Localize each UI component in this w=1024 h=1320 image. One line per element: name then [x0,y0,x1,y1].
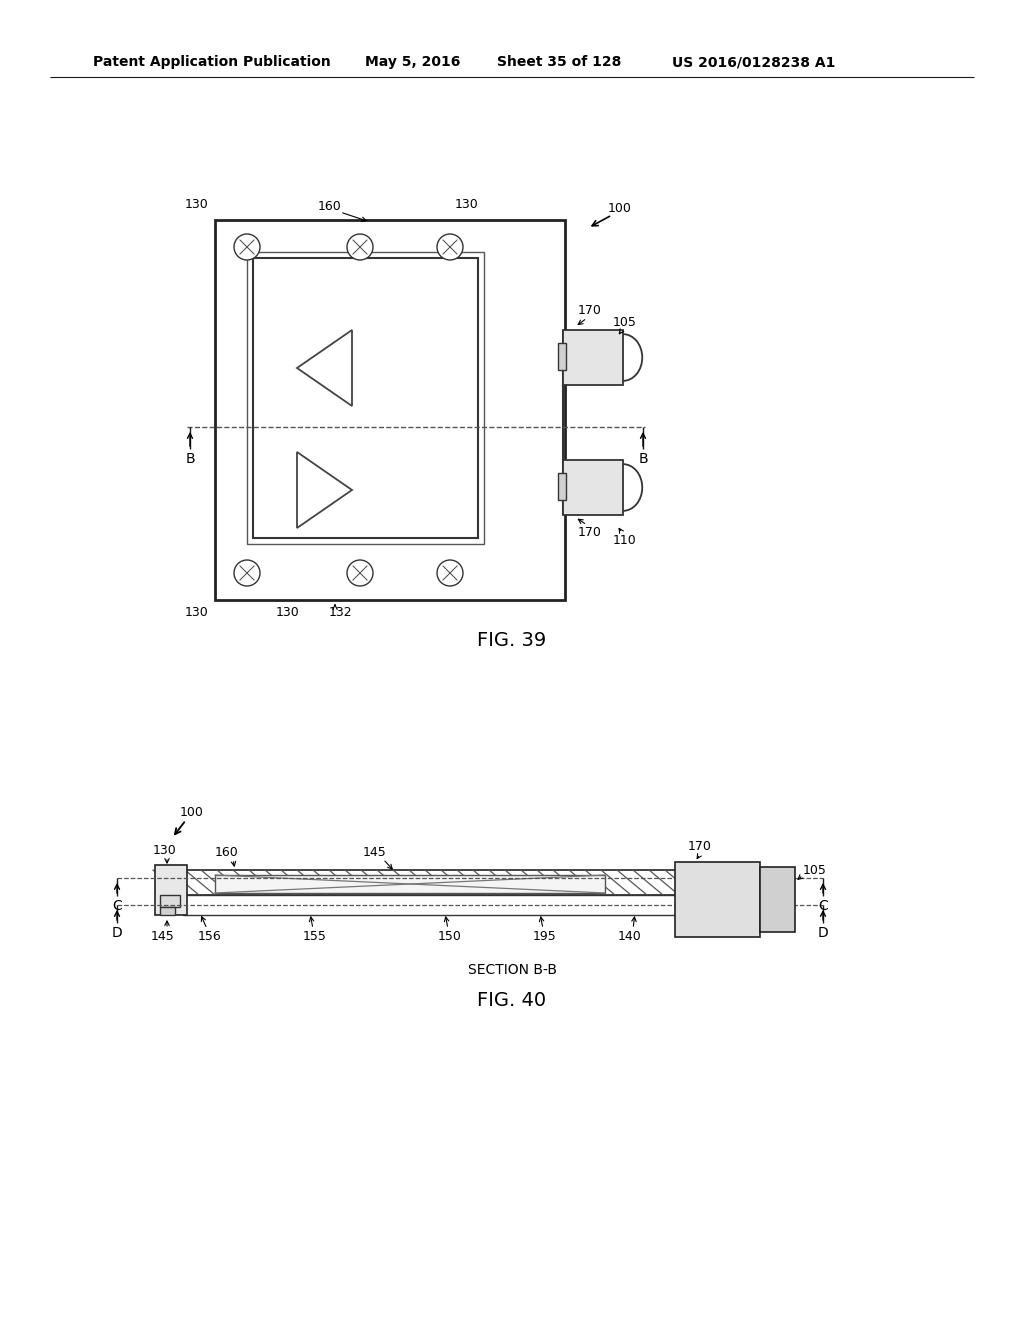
Bar [215,875,605,894]
Text: 155: 155 [303,931,327,944]
Circle shape [347,560,373,586]
Text: 130: 130 [455,198,479,211]
Text: May 5, 2016: May 5, 2016 [365,55,461,69]
Text: B: B [638,451,648,466]
Circle shape [437,234,463,260]
Text: 170: 170 [688,841,712,854]
Text: 160: 160 [318,201,342,214]
Circle shape [347,234,373,260]
Bar [558,473,566,500]
Text: C: C [112,899,122,913]
Text: 100: 100 [608,202,632,214]
Text: 145: 145 [152,931,175,944]
Text: 130: 130 [276,606,300,619]
Text: SECTION B-B: SECTION B-B [468,964,556,977]
Bar [760,867,795,932]
Text: 150: 150 [438,931,462,944]
Text: 145: 145 [364,846,387,858]
Text: Patent Application Publication: Patent Application Publication [93,55,331,69]
Text: US 2016/0128238 A1: US 2016/0128238 A1 [672,55,836,69]
Text: 105: 105 [613,317,637,330]
Text: 130: 130 [185,198,209,211]
Text: 105: 105 [803,863,826,876]
Text: 110: 110 [613,533,637,546]
Bar [215,220,565,601]
Bar [247,252,484,544]
Text: 132: 132 [328,606,352,619]
Circle shape [234,560,260,586]
Text: 130: 130 [185,606,209,619]
Circle shape [437,560,463,586]
Text: 170: 170 [579,304,602,317]
Bar [563,330,623,385]
Text: 170: 170 [579,525,602,539]
Text: C: C [818,899,827,913]
Bar [160,895,180,907]
Bar [558,343,566,370]
Bar [675,862,760,937]
Text: D: D [112,927,123,940]
Text: 156: 156 [198,931,222,944]
Text: FIG. 40: FIG. 40 [477,990,547,1010]
Text: Sheet 35 of 128: Sheet 35 of 128 [497,55,622,69]
Bar [253,257,478,539]
Bar [183,870,703,895]
Bar [183,895,703,915]
Text: 100: 100 [180,805,204,818]
Text: D: D [817,927,828,940]
Bar [155,865,187,915]
Text: B: B [185,451,195,466]
Text: 130: 130 [154,843,177,857]
Text: 160: 160 [215,846,239,858]
Text: 195: 195 [534,931,557,944]
Circle shape [234,234,260,260]
Text: 140: 140 [618,931,642,944]
Bar [563,459,623,515]
Text: FIG. 39: FIG. 39 [477,631,547,649]
Bar [160,907,175,915]
Bar [183,870,703,895]
